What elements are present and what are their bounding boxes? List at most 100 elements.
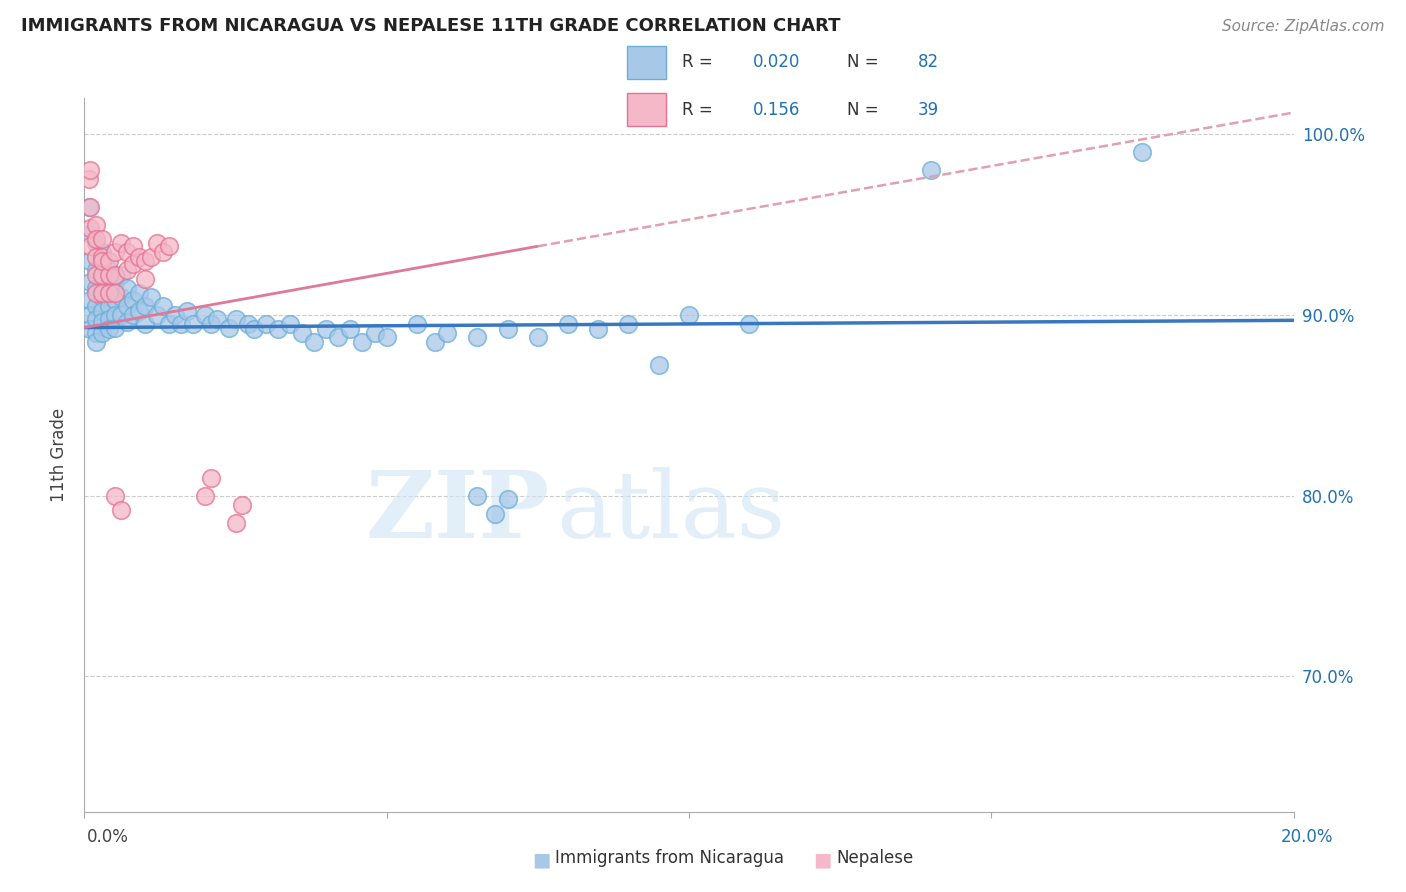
Point xyxy=(91,304,114,318)
Point xyxy=(146,235,169,250)
Point xyxy=(225,516,247,530)
Point xyxy=(139,250,162,264)
Point xyxy=(79,322,101,336)
Point xyxy=(121,293,143,308)
Point xyxy=(406,317,429,331)
Point xyxy=(527,329,550,343)
Point xyxy=(200,317,222,331)
Point xyxy=(134,272,156,286)
Point xyxy=(104,308,127,322)
Point xyxy=(157,239,180,253)
Point xyxy=(146,308,169,322)
Point xyxy=(91,244,114,259)
Point xyxy=(225,311,247,326)
Point xyxy=(91,232,114,246)
Point xyxy=(339,322,361,336)
Point xyxy=(97,286,120,301)
Point xyxy=(200,470,222,484)
Point xyxy=(231,498,253,512)
Point xyxy=(423,334,446,349)
Point xyxy=(165,308,187,322)
Point xyxy=(97,322,120,336)
Point xyxy=(1130,145,1153,160)
Point xyxy=(86,232,108,246)
Point xyxy=(110,268,132,282)
Point xyxy=(86,286,108,301)
Point xyxy=(375,329,398,343)
Point xyxy=(86,334,108,349)
Point xyxy=(86,299,108,313)
Point xyxy=(352,334,374,349)
Text: ■: ■ xyxy=(813,850,832,870)
Point xyxy=(97,311,120,326)
Point xyxy=(79,308,101,322)
Point xyxy=(134,317,156,331)
Point xyxy=(86,311,108,326)
Text: Immigrants from Nicaragua: Immigrants from Nicaragua xyxy=(555,849,785,867)
Point xyxy=(110,308,132,322)
Point xyxy=(617,317,640,331)
Point xyxy=(121,239,143,253)
Point xyxy=(496,492,519,507)
Point xyxy=(315,322,337,336)
Point xyxy=(218,320,240,334)
Point xyxy=(254,317,277,331)
Point xyxy=(467,329,489,343)
Point xyxy=(678,308,700,322)
Point xyxy=(110,235,132,250)
Point xyxy=(207,311,229,326)
Point xyxy=(920,163,942,178)
Point xyxy=(86,218,108,232)
Point xyxy=(104,320,127,334)
Text: Source: ZipAtlas.com: Source: ZipAtlas.com xyxy=(1222,20,1385,34)
Point xyxy=(588,322,610,336)
Point xyxy=(91,290,114,304)
Point xyxy=(77,172,100,186)
Point xyxy=(91,250,114,264)
Point xyxy=(91,268,114,282)
Point xyxy=(104,489,127,503)
Text: N =: N = xyxy=(846,54,884,71)
Point xyxy=(104,268,127,282)
Point xyxy=(328,329,350,343)
Point xyxy=(242,322,264,336)
Point xyxy=(557,317,579,331)
Point xyxy=(128,250,150,264)
Point xyxy=(110,290,132,304)
FancyBboxPatch shape xyxy=(627,46,666,78)
Point xyxy=(91,253,114,268)
Text: ZIP: ZIP xyxy=(366,467,550,557)
Point xyxy=(648,359,671,373)
Point xyxy=(278,317,301,331)
Point xyxy=(79,239,101,253)
Point xyxy=(115,262,138,277)
Point xyxy=(152,244,174,259)
Point xyxy=(97,262,120,277)
Point xyxy=(79,293,101,308)
Point xyxy=(91,272,114,286)
Text: ■: ■ xyxy=(531,850,551,870)
Text: 0.0%: 0.0% xyxy=(87,828,129,846)
Y-axis label: 11th Grade: 11th Grade xyxy=(51,408,69,502)
Point xyxy=(121,308,143,322)
Point xyxy=(363,326,385,340)
Text: 0.020: 0.020 xyxy=(752,54,800,71)
Point xyxy=(86,326,108,340)
Point xyxy=(236,317,259,331)
Point xyxy=(86,235,108,250)
Point xyxy=(302,334,325,349)
Point xyxy=(79,276,101,290)
Point xyxy=(436,326,458,340)
Point xyxy=(104,286,127,301)
Point xyxy=(79,200,101,214)
Point xyxy=(139,290,162,304)
Point xyxy=(97,253,120,268)
Point xyxy=(115,315,138,329)
Point xyxy=(79,227,101,241)
Point xyxy=(97,299,120,313)
Point xyxy=(291,326,314,340)
Point xyxy=(91,286,114,301)
FancyBboxPatch shape xyxy=(627,93,666,126)
Point xyxy=(115,299,138,313)
Point xyxy=(121,257,143,271)
